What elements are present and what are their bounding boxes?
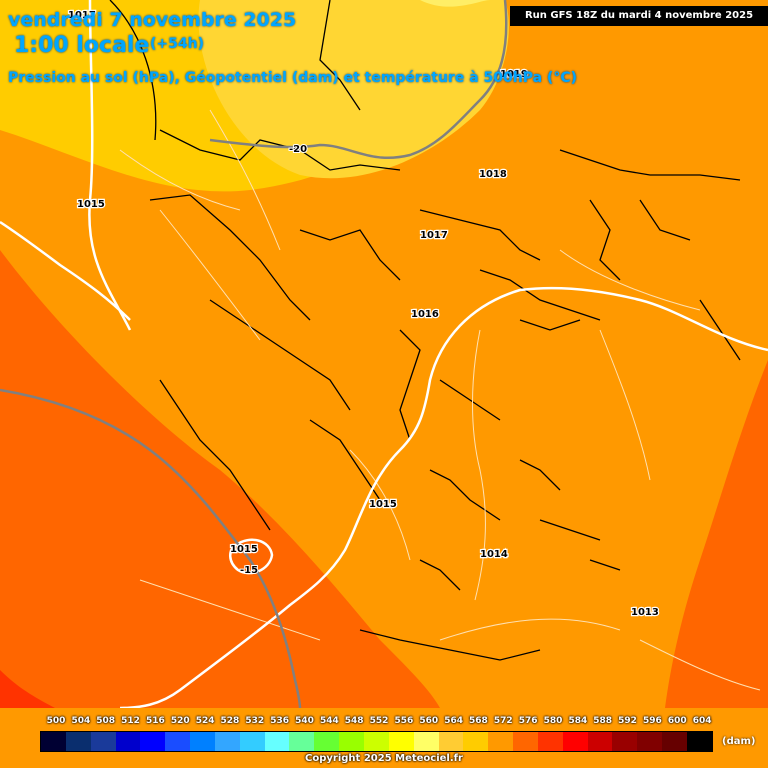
colorbar-swatch (65, 732, 91, 751)
colorbar-swatch (115, 732, 141, 751)
colorbar-swatch (190, 732, 215, 751)
isobar-label: 1015 (369, 499, 397, 510)
colorbar (40, 731, 713, 752)
colorbar-tick-label: 508 (96, 716, 116, 726)
geopotential-field-576 (198, 0, 509, 179)
colorbar-tick-label: 552 (369, 716, 389, 726)
isobar-label: 1013 (631, 607, 659, 618)
colorbar-swatch (363, 732, 389, 751)
geopotential-field-560 (0, 670, 55, 708)
geopotential-field-580 (420, 0, 490, 7)
colorbar-tick-label: 548 (344, 716, 364, 726)
colorbar-tick-label: 588 (593, 716, 613, 726)
colorbar-tick-label: 556 (394, 716, 414, 726)
isobar-1015-west (0, 0, 132, 331)
isotherm-label: -15 (240, 565, 258, 576)
geopotential-field-564-east (665, 360, 768, 708)
colorbar-tick-label: 604 (692, 716, 712, 726)
colorbar-tick-label: 572 (493, 716, 513, 726)
coastlines-islands (359, 199, 741, 661)
colorbar-swatch (140, 732, 166, 751)
colorbar-swatch (587, 732, 613, 751)
model-run-info: Run GFS 18Z du mardi 4 novembre 2025 (510, 6, 768, 26)
colorbar-tick-label: 592 (618, 716, 637, 726)
forecast-local-time: 1:00 locale (14, 33, 150, 58)
colorbar-swatch (289, 732, 315, 751)
colorbar-tick-label: 564 (444, 716, 463, 726)
isobar-1015-closed (229, 538, 274, 575)
colorbar-tick-label: 600 (667, 716, 687, 726)
colorbar-swatch (388, 732, 414, 751)
isotherm-minus-15 (0, 388, 302, 709)
colorbar-swatch (637, 732, 663, 751)
colorbar-swatch (612, 732, 638, 751)
colorbar-tick-label: 516 (145, 716, 165, 726)
colorbar-swatch (90, 732, 116, 751)
colorbar-tick-label: 536 (270, 716, 290, 726)
secondary-isobars (119, 109, 761, 691)
colorbar-swatch (463, 732, 489, 751)
isobar-label: 1016 (411, 309, 439, 320)
isobar-label: 1017 (68, 10, 96, 21)
colorbar-tick-label: 560 (419, 716, 439, 726)
colorbar-tick-label: 504 (71, 716, 91, 726)
isobar-label: 1017 (420, 230, 448, 241)
colorbar-swatch (686, 732, 712, 751)
isobar-label: 1015 (230, 544, 258, 555)
colorbar-swatch (438, 732, 464, 751)
colorbar-tick-label: 520 (170, 716, 190, 726)
colorbar-swatch (537, 732, 563, 751)
colorbar-swatch (413, 732, 439, 751)
colorbar-tick-label: 596 (642, 716, 662, 726)
colorbar-swatch (214, 732, 240, 751)
colorbar-tick-label: 540 (295, 716, 314, 726)
isobar-label: 1019 (500, 69, 528, 80)
colorbar-swatch (264, 732, 290, 751)
colorbar-swatch (662, 732, 687, 751)
copyright-notice: Copyright 2025 Meteociel.fr (305, 753, 463, 764)
country-borders (109, 0, 741, 531)
isobar-label: 1015 (77, 199, 105, 210)
colorbar-tick-label: 580 (543, 716, 563, 726)
colorbar-tick-label: 584 (568, 716, 588, 726)
colorbar-swatch (339, 732, 364, 751)
isobar-1015-main (119, 286, 768, 710)
forecast-lead-time: (+54h) (150, 36, 204, 52)
geopotential-field-564-west (0, 250, 440, 708)
colorbar-swatch (314, 732, 340, 751)
colorbar-tick-label: 576 (518, 716, 538, 726)
colorbar-unit: (dam) (722, 736, 756, 747)
isotherm-label: -20 (289, 144, 307, 155)
isobar-label: 1014 (480, 549, 508, 560)
isotherm-minus-20 (209, 0, 508, 160)
colorbar-swatch (239, 732, 265, 751)
colorbar-tick-label: 528 (220, 716, 240, 726)
colorbar-tick-label: 532 (245, 716, 265, 726)
colorbar-tick-label: 524 (195, 716, 215, 726)
colorbar-tick-label: 544 (319, 716, 339, 726)
colorbar-swatch (41, 732, 66, 751)
forecast-date: vendredi 7 novembre 2025 (8, 9, 297, 31)
colorbar-swatch (513, 732, 538, 751)
colorbar-swatch (562, 732, 588, 751)
map-parameter-description: Pression au sol (hPa), Géopotentiel (dam… (8, 70, 577, 86)
colorbar-tick-label: 500 (46, 716, 66, 726)
colorbar-swatch (488, 732, 514, 751)
isobar-label: 1018 (479, 169, 507, 180)
colorbar-tick-label: 512 (121, 716, 140, 726)
colorbar-swatch (165, 732, 191, 751)
colorbar-tick-label: 568 (469, 716, 488, 726)
